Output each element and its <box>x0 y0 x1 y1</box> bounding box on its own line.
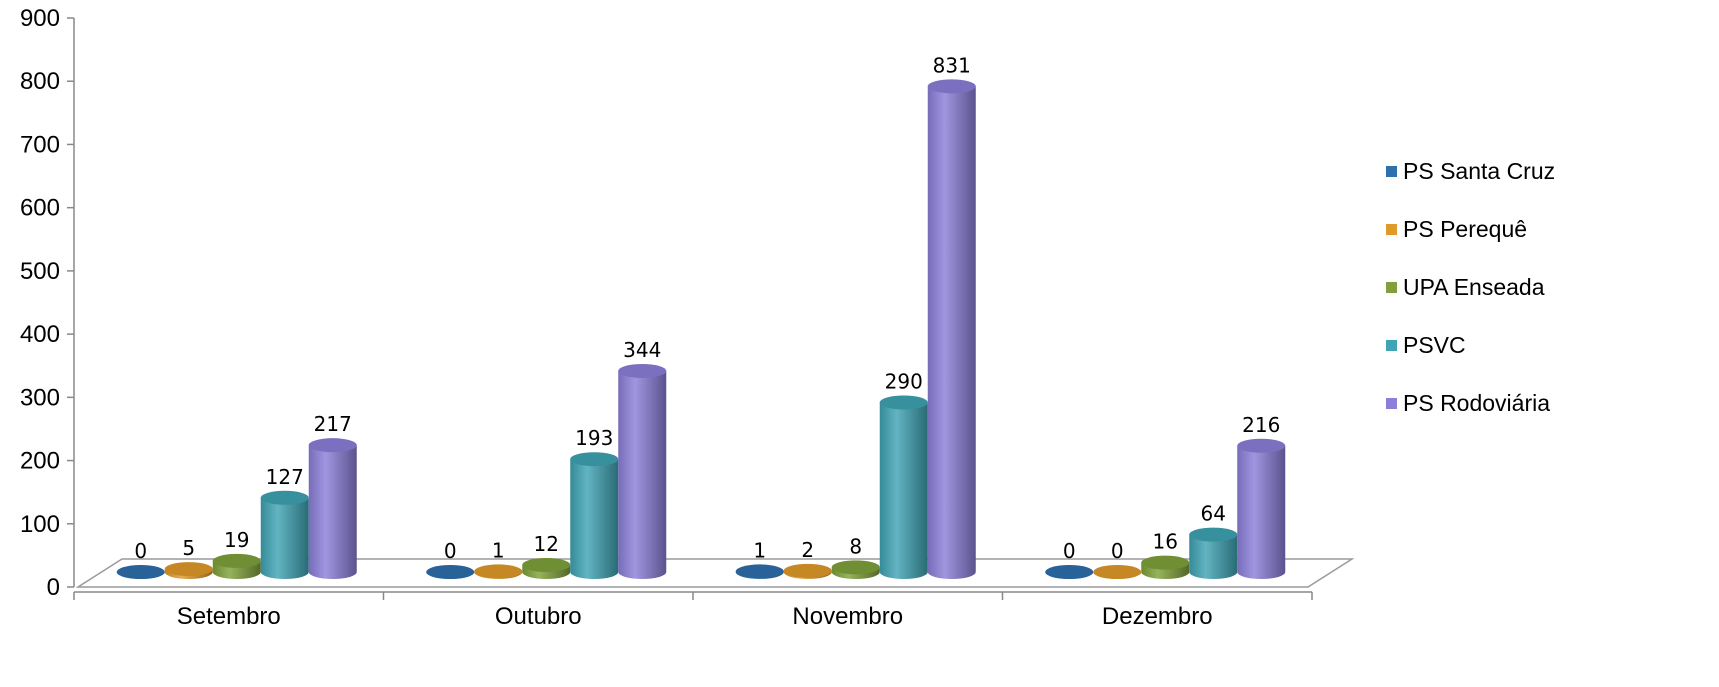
data-label: 8 <box>849 534 862 558</box>
floor-plane <box>75 558 1355 588</box>
bars <box>116 79 1286 580</box>
bar-top-ps-pereque-setembro <box>164 562 213 577</box>
y-tick-label: 300 <box>20 384 60 411</box>
legend: PS Santa Cruz PS Perequê UPA Enseada PSVC PS… <box>1386 158 1555 416</box>
y-tick-label: 500 <box>20 258 60 285</box>
bar-top-psvc-novembro <box>879 395 928 410</box>
legend-swatch-psvc <box>1386 340 1397 351</box>
legend-swatch-ps-santa-cruz <box>1386 166 1397 177</box>
data-label: 344 <box>623 338 661 362</box>
data-label: 0 <box>444 539 457 563</box>
data-label: 290 <box>885 370 923 394</box>
data-label: 193 <box>575 426 613 450</box>
chart-floor <box>75 558 1355 588</box>
bar-ps-rodoviaria-setembro <box>308 445 357 579</box>
legend-label-psvc: PSVC <box>1403 332 1466 358</box>
data-label: 1 <box>492 538 505 562</box>
bar-top-ps-pereque-novembro <box>783 563 832 578</box>
data-label: 216 <box>1242 413 1280 437</box>
bar-top-ps-pereque-outubro <box>474 564 523 579</box>
bar-top-ps-santa-cruz-dezembro <box>1045 565 1094 579</box>
data-label: 0 <box>1111 539 1124 563</box>
y-tick-label: 0 <box>47 574 60 601</box>
legend-swatch-ps-rodoviaria <box>1386 398 1397 409</box>
legend-label-ps-santa-cruz: PS Santa Cruz <box>1403 158 1555 184</box>
y-tick-label: 100 <box>20 511 60 538</box>
bar-top-psvc-dezembro <box>1189 527 1238 542</box>
bar-ps-rodoviaria-dezembro <box>1237 445 1286 579</box>
y-tick-label: 600 <box>20 195 60 222</box>
bar-psvc-setembro <box>260 497 309 579</box>
bar-top-upa-enseada-dezembro <box>1141 555 1190 570</box>
y-tick-label: 900 <box>20 5 60 32</box>
data-label: 2 <box>801 538 814 562</box>
legend-swatch-ps-pereque <box>1386 224 1397 235</box>
legend-label-upa-enseada: UPA Enseada <box>1403 274 1545 300</box>
bar-top-psvc-outubro <box>570 452 619 467</box>
bar-top-upa-enseada-setembro <box>212 553 261 568</box>
bar-top-ps-santa-cruz-outubro <box>426 565 475 579</box>
bar-psvc-outubro <box>570 459 619 579</box>
bar-psvc-dezembro <box>1189 534 1238 579</box>
data-label: 0 <box>1063 539 1076 563</box>
bar-top-ps-rodoviaria-dezembro <box>1237 438 1286 453</box>
data-label: 12 <box>534 532 559 556</box>
bar-top-ps-rodoviaria-novembro <box>927 79 976 94</box>
bar-psvc-novembro <box>879 402 928 579</box>
bar-top-upa-enseada-outubro <box>522 557 571 572</box>
bar-top-ps-pereque-dezembro <box>1093 565 1142 579</box>
legend-label-ps-pereque: PS Perequê <box>1403 216 1527 242</box>
y-tick-label: 800 <box>20 68 60 95</box>
y-tick-label: 400 <box>20 321 60 348</box>
bar-ps-rodoviaria-outubro <box>618 370 667 579</box>
bar-top-ps-rodoviaria-outubro <box>618 363 667 378</box>
data-label: 1 <box>753 538 766 562</box>
x-tick-label: Novembro <box>792 603 903 630</box>
bar-ps-rodoviaria-novembro <box>927 86 976 580</box>
x-tick-label: Dezembro <box>1102 603 1213 630</box>
bar-top-psvc-setembro <box>260 490 309 505</box>
data-label: 127 <box>266 465 304 489</box>
data-label: 217 <box>314 412 352 436</box>
legend-label-ps-rodoviaria: PS Rodoviária <box>1403 390 1550 416</box>
x-tick-label: Setembro <box>177 603 281 630</box>
data-label: 0 <box>134 539 147 563</box>
y-tick-label: 200 <box>20 448 60 475</box>
bar-top-ps-santa-cruz-setembro <box>116 565 165 579</box>
data-label: 831 <box>933 53 971 77</box>
data-label: 16 <box>1153 530 1178 554</box>
bar-top-ps-santa-cruz-novembro <box>735 564 784 579</box>
bar-top-upa-enseada-novembro <box>831 560 880 575</box>
x-tick-label: Outubro <box>495 603 582 630</box>
bar-top-ps-rodoviaria-setembro <box>308 438 357 453</box>
y-tick-label: 700 <box>20 131 60 158</box>
legend-swatch-upa-enseada <box>1386 282 1397 293</box>
data-label: 64 <box>1201 502 1226 526</box>
data-label: 5 <box>182 536 195 560</box>
data-label: 19 <box>224 528 249 552</box>
